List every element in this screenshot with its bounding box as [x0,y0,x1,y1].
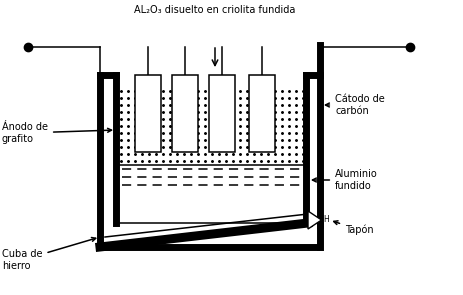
Text: Tapón: Tapón [334,221,374,235]
Text: Cuba de
hierro: Cuba de hierro [2,237,96,271]
Bar [117,85,305,165]
Bar [172,75,198,152]
Polygon shape [308,211,321,229]
Text: Cátodo de
carbón: Cátodo de carbón [325,94,385,116]
Text: H: H [324,216,329,224]
Bar [209,75,235,152]
Bar [135,75,161,152]
Bar [249,75,275,152]
Text: Aluminio
fundido: Aluminio fundido [313,169,378,191]
Text: Ánodo de
grafito: Ánodo de grafito [2,122,112,144]
Text: AL₂O₃ disuelto en criolita fundida: AL₂O₃ disuelto en criolita fundida [134,5,296,15]
